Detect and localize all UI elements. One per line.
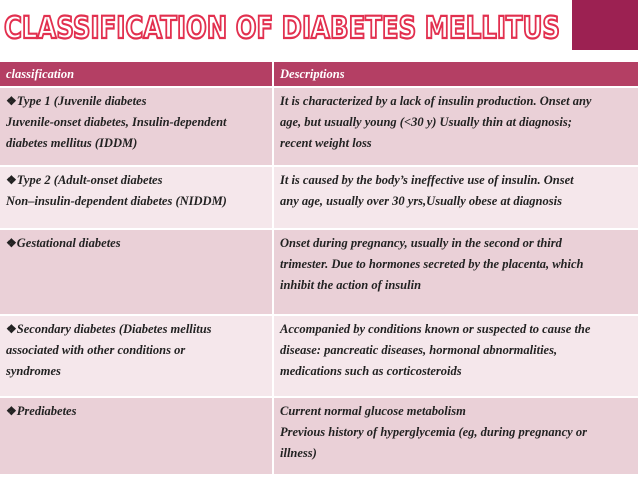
cell-line: medications such as corticosteroids <box>280 361 632 382</box>
table-row: ❖Prediabetes Current normal glucose metab… <box>0 398 638 474</box>
cell-line: ❖Prediabetes <box>6 401 266 422</box>
cell-text: inhibit the action of insulin <box>280 278 422 292</box>
bullet-icon: ❖ <box>6 404 17 418</box>
cell-text: Juvenile-onset diabetes, Insulin-depende… <box>6 115 227 129</box>
cell-line: ❖Secondary diabetes (Diabetes mellitus <box>6 319 266 340</box>
cell-text: associated with other conditions or <box>6 343 186 357</box>
table-body: ❖Type 1 (Juvenile diabetes Juvenile-onset… <box>0 88 638 474</box>
cell-text: disease: pancreatic diseases, hormonal a… <box>280 343 558 357</box>
classification-cell: ❖Gestational diabetes <box>0 230 274 314</box>
cell-line: Accompanied by conditions known or suspe… <box>280 319 632 340</box>
cell-text: recent weight loss <box>280 136 372 150</box>
cell-text: any age, usually over 30 yrs,Usually obe… <box>280 194 562 208</box>
bullet-icon: ❖ <box>6 94 17 108</box>
cell-line: It is characterized by a lack of insulin… <box>280 91 632 112</box>
slide-title: CLASSIFICATION OF DIABETES MELLITUS <box>4 11 560 46</box>
cell-text: medications such as corticosteroids <box>280 364 462 378</box>
description-cell: It is caused by the body’s ineffective u… <box>274 167 638 228</box>
table-row: ❖Type 2 (Adult-onset diabetes Non–insulin… <box>0 167 638 228</box>
table-row: ❖Gestational diabetes Onset during pregna… <box>0 230 638 314</box>
bullet-icon: ❖ <box>6 236 17 250</box>
bullet-icon: ❖ <box>6 322 17 336</box>
title-area: CLASSIFICATION OF DIABETES MELLITUS <box>3 10 561 47</box>
bullet-icon: ❖ <box>6 173 17 187</box>
cell-text: Gestational diabetes <box>16 236 121 250</box>
cell-line: inhibit the action of insulin <box>280 275 632 296</box>
cell-line: recent weight loss <box>280 133 632 154</box>
cell-text: Previous history of hyperglycemia (eg, d… <box>280 425 587 439</box>
cell-text: Type 1 (Juvenile diabetes <box>16 94 147 108</box>
classification-cell: ❖Prediabetes <box>0 398 274 474</box>
cell-line: It is caused by the body’s ineffective u… <box>280 170 632 191</box>
cell-line: Onset during pregnancy, usually in the s… <box>280 233 632 254</box>
cell-text: age, but usually young (<30 y) Usually t… <box>280 115 572 129</box>
cell-text: trimester. Due to hormones secreted by t… <box>280 257 584 271</box>
cell-line: ❖Gestational diabetes <box>6 233 266 254</box>
cell-text: It is characterized by a lack of insulin… <box>280 94 592 108</box>
classification-cell: ❖Type 1 (Juvenile diabetes Juvenile-onset… <box>0 88 274 165</box>
header-row: classification Descriptions <box>0 62 638 86</box>
column-header: Descriptions <box>274 62 638 86</box>
cell-line: any age, usually over 30 yrs,Usually obe… <box>280 191 632 212</box>
cell-line: Previous history of hyperglycemia (eg, d… <box>280 422 632 443</box>
table-row: ❖Secondary diabetes (Diabetes mellitus as… <box>0 316 638 396</box>
classification-table: classification Descriptions ❖Type 1 (Juv… <box>0 60 638 476</box>
cell-text: It is caused by the body’s ineffective u… <box>280 173 574 187</box>
cell-line: ❖Type 1 (Juvenile diabetes <box>6 91 266 112</box>
cell-text: Accompanied by conditions known or suspe… <box>280 322 591 336</box>
description-cell: Current normal glucose metabolism Previou… <box>274 398 638 474</box>
cell-text: syndromes <box>6 364 61 378</box>
cell-text: Current normal glucose metabolism <box>280 404 466 418</box>
cell-text: Type 2 (Adult-onset diabetes <box>16 173 163 187</box>
cell-line: Non–insulin-dependent diabetes (NIDDM) <box>6 191 266 212</box>
cell-text: Secondary diabetes (Diabetes mellitus <box>16 322 212 336</box>
cell-line: diabetes mellitus (IDDM) <box>6 133 266 154</box>
table-row: ❖Type 1 (Juvenile diabetes Juvenile-onset… <box>0 88 638 165</box>
description-cell: It is characterized by a lack of insulin… <box>274 88 638 165</box>
cell-line: Juvenile-onset diabetes, Insulin-depende… <box>6 112 266 133</box>
cell-line: illness) <box>280 443 632 464</box>
cell-line: disease: pancreatic diseases, hormonal a… <box>280 340 632 361</box>
cell-text: Prediabetes <box>16 404 77 418</box>
cell-text: diabetes mellitus (IDDM) <box>6 136 138 150</box>
cell-line: associated with other conditions or <box>6 340 266 361</box>
cell-text: illness) <box>280 446 317 460</box>
description-cell: Accompanied by conditions known or suspe… <box>274 316 638 396</box>
cell-line: trimester. Due to hormones secreted by t… <box>280 254 632 275</box>
description-cell: Onset during pregnancy, usually in the s… <box>274 230 638 314</box>
cell-line: age, but usually young (<30 y) Usually t… <box>280 112 632 133</box>
corner-block <box>572 0 638 50</box>
cell-line: Current normal glucose metabolism <box>280 401 632 422</box>
classification-cell: ❖Secondary diabetes (Diabetes mellitus as… <box>0 316 274 396</box>
cell-text: Onset during pregnancy, usually in the s… <box>280 236 562 250</box>
cell-line: ❖Type 2 (Adult-onset diabetes <box>6 170 266 191</box>
cell-line: syndromes <box>6 361 266 382</box>
column-header: classification <box>0 62 274 86</box>
classification-cell: ❖Type 2 (Adult-onset diabetes Non–insulin… <box>0 167 274 228</box>
cell-text: Non–insulin-dependent diabetes (NIDDM) <box>6 194 227 208</box>
